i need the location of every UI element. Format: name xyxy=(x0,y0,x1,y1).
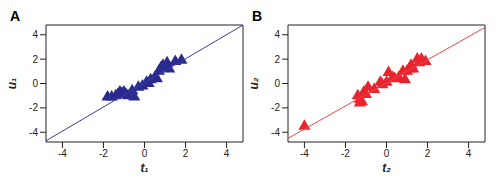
svg-text:-2: -2 xyxy=(99,148,108,159)
svg-text:2: 2 xyxy=(274,54,280,65)
svg-text:4: 4 xyxy=(224,148,230,159)
svg-text:-2: -2 xyxy=(271,102,280,113)
html-text:B: B xyxy=(252,8,263,24)
svg-text:t₂: t₂ xyxy=(382,161,391,172)
svg-text:2: 2 xyxy=(183,148,189,159)
svg-text:0: 0 xyxy=(384,148,390,159)
svg-text:t₁: t₁ xyxy=(140,161,148,172)
svg-text:0: 0 xyxy=(274,78,280,89)
svg-text:-4: -4 xyxy=(271,127,280,138)
svg-text:-2: -2 xyxy=(29,102,38,113)
svg-text:-4: -4 xyxy=(300,148,309,159)
svg-text:2: 2 xyxy=(32,54,38,65)
svg-text:4: 4 xyxy=(466,148,472,159)
html-text:A: A xyxy=(10,8,21,24)
svg-text:4: 4 xyxy=(32,29,38,40)
svg-text:u₂: u₂ xyxy=(250,77,261,89)
svg-text:0: 0 xyxy=(32,78,38,89)
svg-text:-4: -4 xyxy=(29,127,38,138)
svg-text:0: 0 xyxy=(142,148,148,159)
svg-text:u₁: u₁ xyxy=(8,78,19,90)
svg-text:-4: -4 xyxy=(58,148,67,159)
svg-text:4: 4 xyxy=(274,29,280,40)
svg-text:2: 2 xyxy=(425,148,431,159)
svg-text:-2: -2 xyxy=(341,148,350,159)
